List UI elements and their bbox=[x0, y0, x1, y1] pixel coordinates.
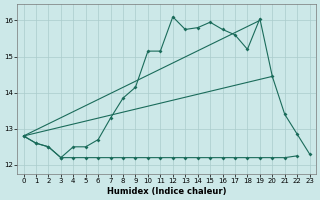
X-axis label: Humidex (Indice chaleur): Humidex (Indice chaleur) bbox=[107, 187, 226, 196]
